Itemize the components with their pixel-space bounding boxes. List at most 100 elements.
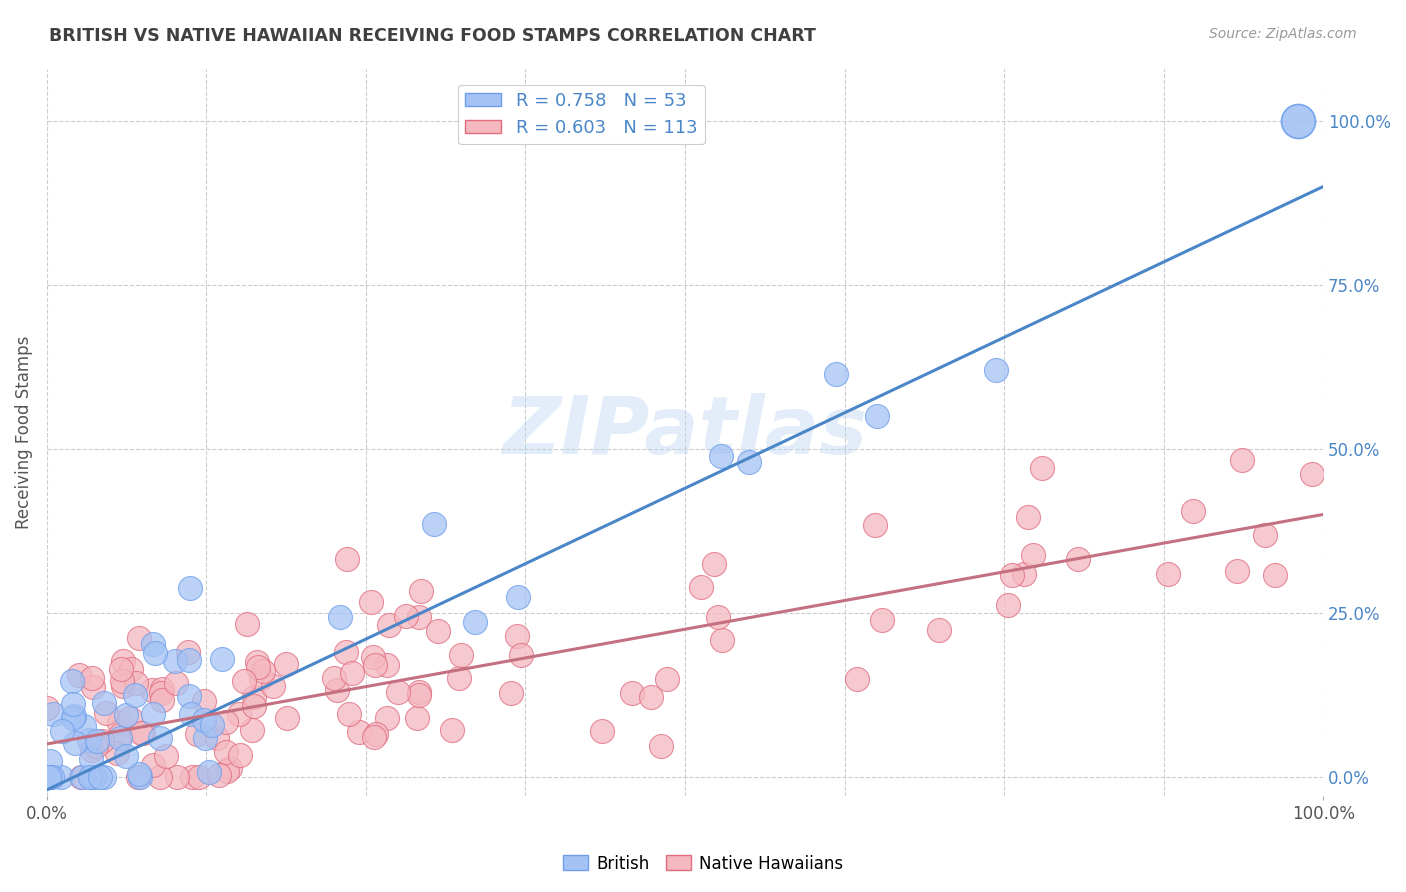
Point bbox=[165, 676, 187, 690]
Point bbox=[37, 700, 59, 714]
Point bbox=[326, 682, 349, 697]
Point bbox=[188, 770, 211, 784]
Point bbox=[39, 754, 62, 768]
Point bbox=[499, 685, 522, 699]
Point bbox=[149, 770, 172, 784]
Point bbox=[84, 739, 107, 753]
Point bbox=[180, 706, 202, 721]
Point bbox=[94, 706, 117, 721]
Point bbox=[211, 652, 233, 666]
Legend: R = 0.758   N = 53, R = 0.603   N = 113: R = 0.758 N = 53, R = 0.603 N = 113 bbox=[458, 85, 704, 145]
Point bbox=[110, 662, 132, 676]
Point bbox=[38, 770, 60, 784]
Point bbox=[984, 363, 1007, 377]
Point bbox=[274, 657, 297, 671]
Point bbox=[329, 609, 352, 624]
Text: BRITISH VS NATIVE HAWAIIAN RECEIVING FOOD STAMPS CORRELATION CHART: BRITISH VS NATIVE HAWAIIAN RECEIVING FOO… bbox=[49, 27, 815, 45]
Point bbox=[193, 713, 215, 727]
Point bbox=[132, 726, 155, 740]
Point bbox=[423, 516, 446, 531]
Point bbox=[150, 681, 173, 696]
Point bbox=[80, 743, 103, 757]
Point bbox=[997, 598, 1019, 612]
Point bbox=[128, 767, 150, 781]
Point bbox=[1012, 566, 1035, 581]
Point bbox=[1182, 504, 1205, 518]
Point bbox=[510, 648, 533, 663]
Point bbox=[49, 770, 72, 784]
Point bbox=[150, 693, 173, 707]
Point bbox=[709, 449, 731, 463]
Point bbox=[337, 707, 360, 722]
Point bbox=[214, 745, 236, 759]
Point bbox=[375, 711, 398, 725]
Point bbox=[252, 664, 274, 678]
Point bbox=[928, 623, 950, 637]
Point bbox=[143, 646, 166, 660]
Point bbox=[93, 697, 115, 711]
Point bbox=[186, 727, 208, 741]
Point bbox=[82, 681, 104, 695]
Point bbox=[62, 708, 84, 723]
Point bbox=[177, 645, 200, 659]
Point bbox=[79, 733, 101, 747]
Point bbox=[155, 749, 177, 764]
Point bbox=[179, 581, 201, 595]
Point bbox=[194, 731, 217, 745]
Point bbox=[163, 654, 186, 668]
Point bbox=[125, 675, 148, 690]
Point bbox=[118, 711, 141, 725]
Point bbox=[243, 698, 266, 713]
Point bbox=[738, 455, 761, 469]
Point bbox=[62, 697, 84, 711]
Point bbox=[129, 726, 152, 740]
Point bbox=[177, 653, 200, 667]
Point bbox=[80, 752, 103, 766]
Point bbox=[142, 707, 165, 722]
Point bbox=[115, 708, 138, 723]
Point bbox=[250, 671, 273, 685]
Point bbox=[149, 686, 172, 700]
Point bbox=[60, 673, 83, 688]
Point bbox=[112, 654, 135, 668]
Text: ZIPatlas: ZIPatlas bbox=[502, 393, 868, 472]
Point bbox=[215, 764, 238, 779]
Point bbox=[349, 724, 371, 739]
Point bbox=[276, 711, 298, 725]
Point bbox=[711, 632, 734, 647]
Point bbox=[426, 624, 449, 639]
Point bbox=[90, 733, 112, 747]
Point bbox=[41, 707, 63, 722]
Point bbox=[409, 584, 432, 599]
Point bbox=[395, 608, 418, 623]
Point bbox=[219, 761, 242, 775]
Point bbox=[51, 724, 73, 739]
Point bbox=[201, 717, 224, 731]
Point bbox=[703, 558, 725, 572]
Point bbox=[110, 728, 132, 742]
Point bbox=[62, 711, 84, 725]
Point bbox=[1067, 552, 1090, 566]
Point bbox=[65, 736, 87, 750]
Point bbox=[79, 770, 101, 784]
Point bbox=[124, 689, 146, 703]
Point bbox=[866, 409, 889, 423]
Point bbox=[1286, 114, 1309, 128]
Point bbox=[1230, 453, 1253, 467]
Point bbox=[108, 715, 131, 730]
Point bbox=[825, 368, 848, 382]
Point bbox=[506, 590, 529, 604]
Point bbox=[243, 690, 266, 704]
Point bbox=[228, 706, 250, 721]
Text: Source: ZipAtlas.com: Source: ZipAtlas.com bbox=[1209, 27, 1357, 41]
Point bbox=[72, 770, 94, 784]
Point bbox=[247, 660, 270, 674]
Point bbox=[360, 595, 382, 609]
Point bbox=[1253, 528, 1275, 542]
Point bbox=[229, 748, 252, 763]
Point bbox=[620, 686, 643, 700]
Point bbox=[1301, 467, 1323, 481]
Point bbox=[73, 719, 96, 733]
Point bbox=[41, 770, 63, 784]
Point bbox=[1157, 566, 1180, 581]
